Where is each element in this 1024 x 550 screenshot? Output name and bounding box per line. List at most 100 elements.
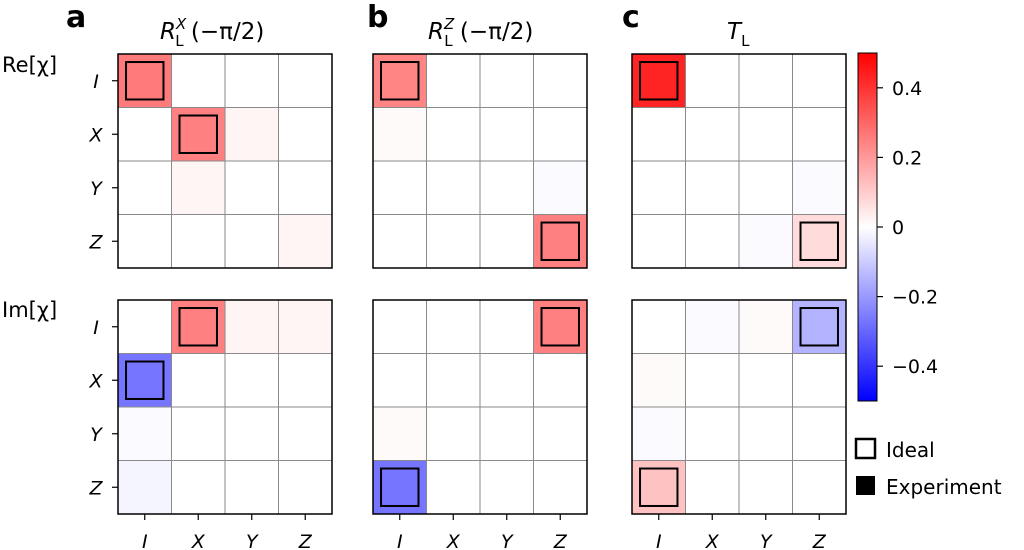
colorbar: 0.4 0.2 0 −0.2 −0.4 <box>857 52 938 402</box>
heatmap-cell-b-re-ZY <box>480 214 534 268</box>
heatmap-cell-b-im-XX <box>426 353 480 407</box>
heatmap-cell-a-im-XZ <box>278 353 332 407</box>
heatmap-cell-b-im-YZ <box>533 407 587 461</box>
heatmap-cell-c-re-ZY <box>739 214 793 268</box>
legend-experiment-swatch <box>856 476 875 495</box>
ideal-box-a-re-XX <box>178 114 218 154</box>
heatmap-cell-c-re-YI <box>632 161 686 215</box>
panel-b-title: RZ L (−π/2) <box>428 15 533 50</box>
x-tick-label: Z <box>812 531 827 550</box>
panel-a-title-main: R <box>160 19 176 45</box>
heatmap-cell-a-re-ZI <box>118 214 172 268</box>
x-tick-label: I <box>656 531 662 550</box>
y-tick-label: X <box>88 124 103 146</box>
row-title-real: Re[χ] <box>2 53 57 77</box>
colorbar-tick-label: −0.4 <box>892 356 938 378</box>
x-tick-label: Y <box>246 531 259 550</box>
heatmap-cell-b-im-YI <box>373 407 427 461</box>
legend: Ideal Experiment <box>854 437 1002 499</box>
colorbar-tick-label: 0.2 <box>892 147 922 169</box>
ideal-box-b-im-ZI <box>380 467 420 507</box>
panel-b-title-sup: Z <box>443 15 455 33</box>
heatmap-cell-b-re-IX <box>426 54 480 108</box>
heatmap-cell-b-re-YI <box>373 161 427 215</box>
heatmap-cell-a-im-XX <box>171 353 225 407</box>
x-tick-label: X <box>446 531 461 550</box>
heatmap-cell-b-im-IX <box>426 300 480 354</box>
heatmap-cell-a-im-ZI <box>118 460 172 514</box>
heatmap-cell-c-re-XZ <box>792 107 846 161</box>
heatmap-cell-a-re-IX <box>171 54 225 108</box>
heatmap-frame <box>372 299 588 515</box>
panel-a-title: RX L (−π/2) <box>160 15 264 50</box>
heatmap-cell-c-re-XI <box>632 107 686 161</box>
ideal-box-a-re-II <box>125 61 165 101</box>
y-tick-label: Y <box>90 178 103 200</box>
heatmap-cell-b-re-XX <box>426 107 480 161</box>
heatmap-cell-c-im-YI <box>632 407 686 461</box>
heatmap-cell-c-im-ZX <box>685 460 739 514</box>
heatmap-cell-c-re-YX <box>685 161 739 215</box>
heatmap-cell-a-re-XY <box>225 107 279 161</box>
y-tick-label: Z <box>88 477 103 499</box>
heatmap-cell-b-im-IY <box>480 300 534 354</box>
heatmap-cell-c-im-XX <box>685 353 739 407</box>
heatmap-cell-c-re-IY <box>739 54 793 108</box>
ideal-box-a-im-XI <box>125 360 165 400</box>
heatmap-panels: I X Y Z I X Y Z I X Y Z I X Y Z I X Y Z <box>88 53 847 550</box>
heatmap-cell-c-re-IZ <box>792 54 846 108</box>
panel-b-header: b RZ L (−π/2) <box>367 0 533 50</box>
panel-c-title-main: T <box>727 19 743 45</box>
ideal-box-b-re-II <box>380 61 420 101</box>
ideal-box-b-re-ZZ <box>540 221 580 261</box>
heatmap-cell-c-im-XY <box>739 353 793 407</box>
colorbar-tick-label: 0 <box>892 217 904 239</box>
heatmap-cell-a-im-YY <box>225 407 279 461</box>
panel-a-header: a RX L (−π/2) <box>66 0 264 50</box>
heatmap-cell-c-im-XI <box>632 353 686 407</box>
x-tick-label: Y <box>501 531 514 550</box>
panel-c-title: TL <box>727 19 750 50</box>
heatmap-cell-a-re-YY <box>225 161 279 215</box>
heatmap-cell-a-im-YZ <box>278 407 332 461</box>
panel-b-title-arg: (−π/2) <box>453 19 534 45</box>
heatmap-cell-b-re-XZ <box>533 107 587 161</box>
ideal-box-b-im-IZ <box>540 307 580 347</box>
y-tick-label: Z <box>88 231 103 253</box>
heatmap-cell-a-im-ZY <box>225 460 279 514</box>
heatmap-cell-c-im-IX <box>685 300 739 354</box>
legend-experiment-label: Experiment <box>886 475 1002 499</box>
heatmap-frame <box>117 299 333 515</box>
heatmap-cell-b-im-II <box>373 300 427 354</box>
heatmap-cell-c-re-YZ <box>792 161 846 215</box>
panel-a-title-sub: L <box>175 32 184 50</box>
heatmap-cell-b-im-XI <box>373 353 427 407</box>
heatmap-a-im: I X Y Z I X Y Z <box>88 299 333 550</box>
heatmap-frame <box>631 53 847 269</box>
heatmap-frame <box>372 53 588 269</box>
y-tick-label: I <box>93 317 99 339</box>
panel-letter-a: a <box>66 0 86 35</box>
heatmap-cell-c-im-II <box>632 300 686 354</box>
heatmap-frame <box>631 299 847 515</box>
heatmap-cell-b-im-YY <box>480 407 534 461</box>
panel-c-header: c TL <box>622 0 750 50</box>
heatmap-cell-b-re-XY <box>480 107 534 161</box>
colorbar-bar <box>857 52 878 402</box>
heatmap-cell-a-re-ZY <box>225 214 279 268</box>
heatmap-cell-a-im-IY <box>225 300 279 354</box>
colorbar-tick-label: 0.4 <box>892 78 922 100</box>
heatmap-cell-b-im-ZY <box>480 460 534 514</box>
x-tick-label: I <box>142 531 148 550</box>
colorbar-tick-label: −0.2 <box>892 287 938 309</box>
ideal-box-a-im-IX <box>178 307 218 347</box>
heatmap-cell-c-re-ZI <box>632 214 686 268</box>
heatmap-cell-a-re-IZ <box>278 54 332 108</box>
y-tick-label: X <box>88 370 103 392</box>
y-tick-label: Y <box>90 424 103 446</box>
heatmap-a-re: I X Y Z <box>88 53 333 269</box>
heatmap-cell-c-im-YY <box>739 407 793 461</box>
heatmap-cell-a-re-YZ <box>278 161 332 215</box>
